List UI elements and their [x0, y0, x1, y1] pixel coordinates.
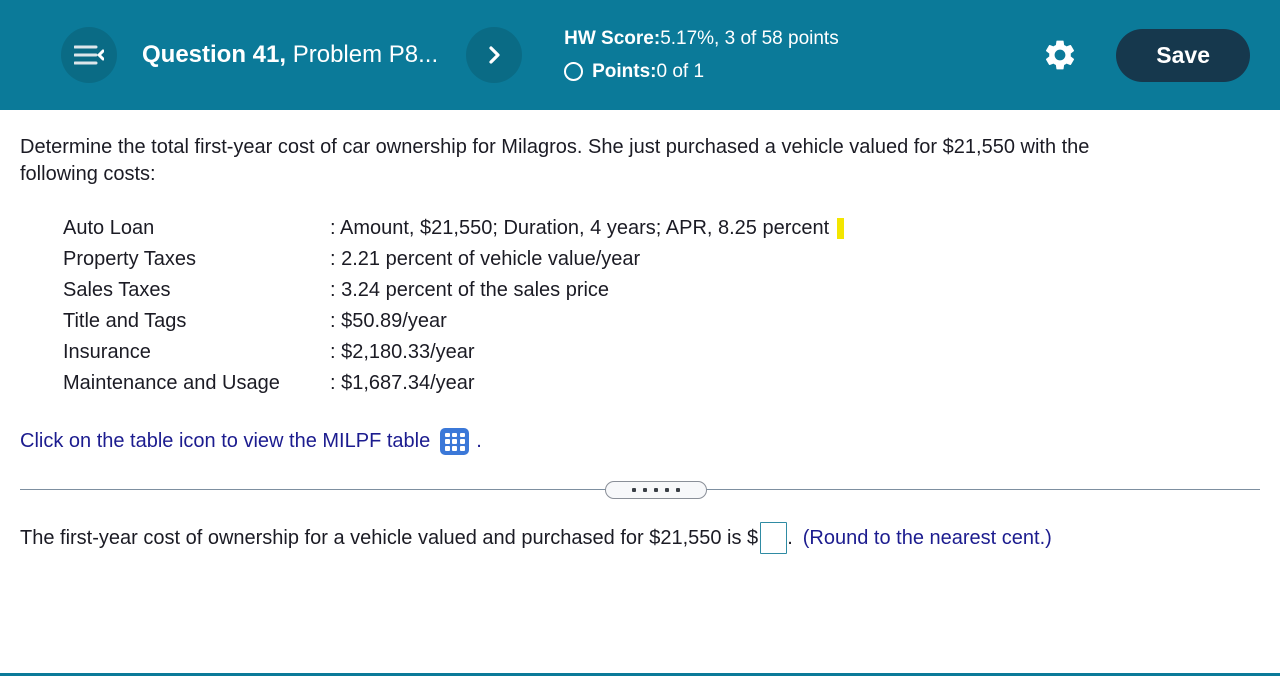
- cost-row-value: : $50.89/year: [330, 310, 447, 332]
- answer-period: .: [787, 526, 793, 549]
- answer-divider: [20, 481, 1260, 499]
- points-row: Points: 0 of 1: [564, 55, 839, 88]
- milpf-table-icon[interactable]: [440, 428, 470, 455]
- circle-status-icon: [564, 62, 584, 81]
- cost-row-value: : Amount, $21,550; Duration, 4 years; AP…: [330, 213, 1260, 244]
- problem-statement: Determine the total first-year cost of c…: [20, 134, 1260, 188]
- cost-row-label: Sales Taxes: [63, 279, 171, 301]
- cost-row-label: Auto Loan: [63, 217, 155, 239]
- menu-collapse-icon: [74, 43, 104, 67]
- text-cursor-highlight: [837, 218, 845, 239]
- divider-drag-handle[interactable]: [605, 481, 707, 499]
- answer-input[interactable]: [760, 522, 788, 554]
- settings-button[interactable]: [1042, 37, 1078, 73]
- cost-row-label: Property Taxes: [63, 248, 197, 270]
- milpf-table-prompt: Click on the table icon to view the MILP…: [20, 428, 1260, 455]
- answer-text: The first-year cost of ownership for a v…: [20, 526, 759, 549]
- question-number: Question 41,: [142, 41, 287, 68]
- rounding-hint: (Round to the nearest cent.): [802, 526, 1052, 549]
- points-label: Points:: [592, 61, 657, 82]
- bottom-accent-strip: [0, 673, 1280, 676]
- cost-row-label: Maintenance and Usage: [63, 372, 280, 394]
- gear-icon: [1042, 37, 1078, 73]
- question-title: Question 41, Problem P8...: [142, 41, 438, 69]
- cost-row-label: Insurance: [63, 341, 151, 363]
- milpf-table-prompt-suffix: .: [476, 430, 482, 452]
- chevron-right-icon: [486, 45, 502, 65]
- cost-row-value: : 3.24 percent of the sales price: [330, 279, 610, 301]
- cost-row-value: : $2,180.33/year: [330, 341, 475, 363]
- question-problem-id: Problem P8...: [286, 41, 439, 68]
- points-value: 0 of 1: [656, 61, 705, 82]
- question-list-menu-button[interactable]: [61, 27, 117, 83]
- next-question-button[interactable]: [466, 27, 523, 83]
- cost-row-value: : 2.21 percent of vehicle value/year: [330, 248, 641, 270]
- cost-row-label: Title and Tags: [63, 310, 187, 332]
- cost-row-value: : $1,687.34/year: [330, 372, 475, 394]
- hw-score-label: HW Score:: [564, 28, 661, 49]
- save-button[interactable]: Save: [1116, 28, 1250, 82]
- problem-statement-line2: following costs:: [20, 163, 156, 185]
- milpf-table-prompt-text: Click on the table icon to view the MILP…: [20, 430, 431, 452]
- problem-statement-line1: Determine the total first-year cost of c…: [20, 136, 1090, 158]
- cost-list: Auto Loan : Amount, $21,550; Duration, 4…: [63, 213, 1260, 399]
- question-content: Determine the total first-year cost of c…: [0, 134, 1280, 554]
- hw-score-row: HW Score: 5.17%, 3 of 58 points: [564, 22, 839, 55]
- hw-score-value: 5.17%, 3 of 58 points: [660, 28, 839, 49]
- score-summary: HW Score: 5.17%, 3 of 58 points Points: …: [564, 22, 839, 88]
- answer-row: The first-year cost of ownership for a v…: [20, 522, 1260, 554]
- question-header-bar: Question 41, Problem P8... HW Score: 5.1…: [0, 0, 1280, 110]
